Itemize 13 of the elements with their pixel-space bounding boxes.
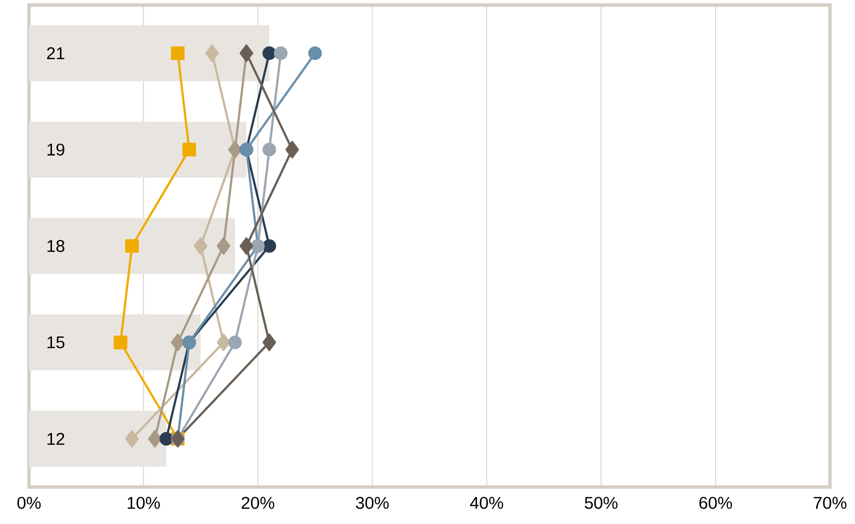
y-tick-label: 19: [48, 144, 64, 156]
x-tick-label: 60%: [699, 496, 732, 509]
x-tick-label: 70%: [814, 496, 846, 509]
y-tick-label: 18: [48, 240, 64, 252]
x-tick-label: 10%: [128, 496, 160, 509]
x-tick-label: 40%: [470, 496, 504, 509]
x-tick-label: 50%: [584, 496, 618, 509]
x-tick-label: 0%: [17, 496, 41, 509]
y-tick-label: 12: [48, 432, 64, 445]
y-tick-label: 15: [48, 336, 64, 348]
x-tick-label: 20%: [242, 496, 274, 509]
y-tick-label: 21: [47, 47, 64, 60]
x-tick-label: 30%: [356, 496, 389, 509]
